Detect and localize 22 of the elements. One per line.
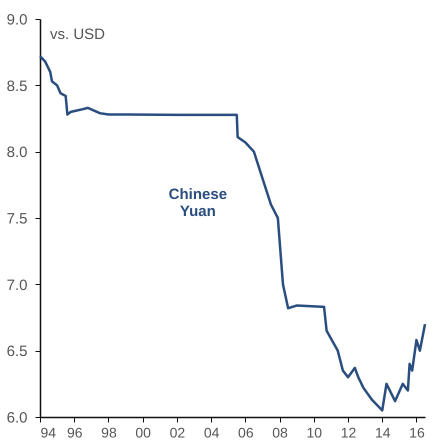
annotation: vs. USD	[50, 26, 106, 43]
x-tick-label: 04	[204, 424, 220, 440]
line-series	[38, 54, 426, 412]
y-tick-label: 6.5	[6, 343, 28, 360]
x-tick-label: 96	[66, 424, 83, 440]
x-tick-label: 06	[238, 424, 254, 440]
y-tick-label: 6.0	[6, 410, 28, 426]
y-tick-label: 7.0	[6, 276, 28, 294]
y-tick-label: 9.0	[6, 12, 28, 28]
x-tick-label: 12	[340, 424, 356, 440]
x-tick-label: 02	[170, 424, 186, 440]
x-tick-label: 00	[135, 424, 152, 440]
x-tick-label: 14	[374, 424, 391, 440]
x-tick-label: 08	[272, 424, 288, 440]
x-tick-label: 94	[40, 424, 56, 440]
y-tick-label: 8.0	[6, 144, 28, 162]
y-tick-label: 8.5	[6, 78, 28, 95]
text: Chinese Yuan	[168, 186, 228, 220]
x-tick-label: 98	[101, 424, 117, 440]
x-tick-label: 10	[306, 424, 322, 440]
x-tick-label: 16	[409, 424, 425, 440]
y-tick-label: 7.5	[6, 210, 28, 228]
